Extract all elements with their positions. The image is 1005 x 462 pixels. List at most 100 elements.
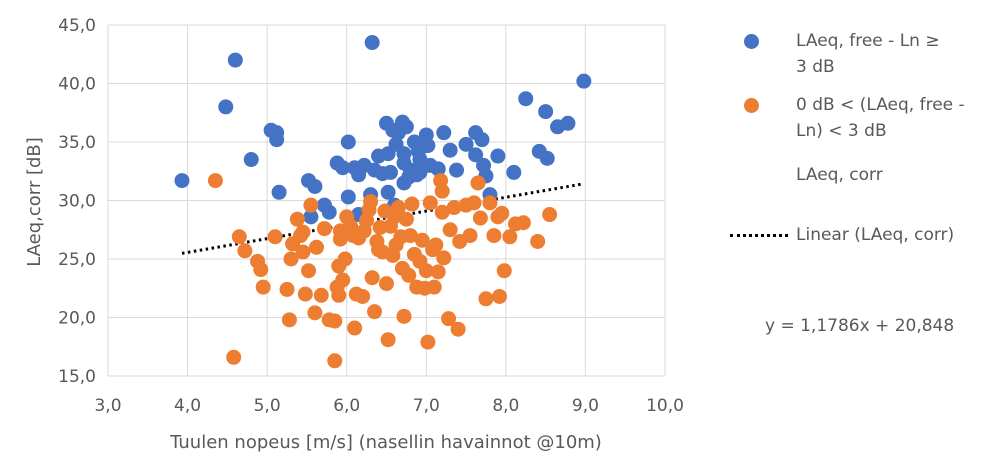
data-point-series-2 [426,279,442,295]
data-point-series-1 [174,173,190,189]
data-point-series-1 [560,115,576,131]
data-point-series-2 [393,229,409,245]
data-point-series-1 [458,136,474,152]
data-point-series-1 [396,175,412,191]
data-point-series-1 [398,119,414,135]
data-point-series-1 [269,125,285,141]
data-point-series-2 [502,229,518,245]
data-point-series-2 [478,291,494,307]
data-point-series-2 [441,311,457,327]
y-tick-label: 25,0 [58,250,96,270]
data-point-series-1 [442,142,458,158]
legend-item-trendline: Linear (LAeq, corr) [730,222,1000,248]
legend-label-series-1: LAeq, free - Ln ≥ 3 dB [796,31,940,77]
data-point-series-1 [490,148,506,164]
data-point-series-1 [436,125,452,141]
data-point-series-2 [316,221,332,237]
y-tick-label: 45,0 [58,16,96,36]
data-point-series-2 [308,239,324,255]
y-tick-label: 40,0 [58,75,96,95]
data-point-series-2 [347,320,363,336]
data-point-series-2 [404,196,420,212]
data-point-series-1 [340,134,356,150]
x-tick-label: 10,0 [646,396,684,416]
data-point-series-2 [331,287,347,303]
data-point-series-2 [327,313,343,329]
legend-item-series-1: LAeq, free - Ln ≥ 3 dB [730,28,1000,80]
data-point-series-2 [283,251,299,267]
trendline-equation: y = 1,1786x + 20,848 [765,316,955,336]
data-point-series-2 [428,237,444,253]
data-point-series-2 [253,262,269,278]
data-point-series-2 [542,207,558,223]
x-tick-labels: 3,0 4,0 5,0 6,0 7,0 8,0 9,0 10,0 [94,396,683,416]
data-point-series-1 [506,164,522,180]
data-point-series-1 [371,148,387,164]
data-point-series-2 [307,305,323,321]
data-point-series-1 [307,178,323,194]
data-point-series-1 [303,209,319,225]
data-point-series-2 [436,250,452,266]
data-point-series-2 [466,195,482,211]
data-point-series-1 [538,104,554,120]
data-point-series-2 [390,200,406,216]
data-point-series-1 [576,73,592,89]
data-point-series-1 [243,152,259,168]
data-point-series-2 [414,232,430,248]
data-point-series-2 [301,263,317,279]
y-tick-label: 30,0 [58,192,96,212]
data-point-series-1 [422,157,438,173]
y-axis-title: LAeq,corr [dB] [24,137,45,267]
legend: LAeq, free - Ln ≥ 3 dB 0 dB < (LAeq, fre… [730,28,1000,260]
data-point-series-2 [295,224,311,240]
data-point-series-2 [486,228,502,244]
data-point-series-2 [530,233,546,249]
y-tick-label: 20,0 [58,309,96,329]
legend-label-series-2: 0 dB < (LAeq, free - Ln) < 3 dB [796,95,965,141]
data-points [174,35,592,369]
data-point-series-2 [367,304,383,320]
data-point-series-2 [401,267,417,283]
data-point-series-1 [518,91,534,107]
data-point-series-2 [430,264,446,280]
data-point-series-1 [474,132,490,148]
legend-label-trendline: Linear (LAeq, corr) [796,225,955,245]
data-point-series-2 [418,263,434,279]
x-tick-label: 5,0 [254,396,281,416]
data-point-series-2 [226,349,242,365]
trendline [181,182,585,255]
data-point-series-1 [218,99,234,115]
data-point-series-2 [231,229,247,245]
data-point-series-2 [345,228,361,244]
data-point-series-1 [321,204,337,220]
data-point-series-2 [355,288,371,304]
x-tick-label: 6,0 [333,396,360,416]
data-point-series-2 [446,200,462,216]
data-point-series-2 [442,222,458,238]
data-point-series-2 [450,321,466,337]
data-point-series-1 [539,150,555,166]
data-point-series-2 [295,244,311,260]
data-point-series-2 [267,229,283,245]
y-tick-labels: 15,0 20,0 25,0 30,0 35,0 40,0 45,0 [58,16,96,387]
data-point-series-2 [396,308,412,324]
data-point-series-1 [227,52,243,68]
data-point-series-1 [335,160,351,176]
data-point-series-1 [382,164,398,180]
data-point-series-2 [303,197,319,213]
legend-item-laeq-corr: LAeq, corr [730,162,1000,188]
legend-marker-blue [744,34,759,49]
data-point-series-2 [515,215,531,231]
data-point-series-2 [255,279,271,295]
x-tick-label: 3,0 [94,396,121,416]
data-point-series-2 [472,210,488,226]
data-point-series-2 [281,312,297,328]
data-point-series-2 [398,211,414,227]
x-axis-title: Tuulen nopeus [m/s] (nasellin havainnot … [169,432,602,453]
data-point-series-2 [434,204,450,220]
data-point-series-2 [207,173,223,189]
y-tick-label: 35,0 [58,133,96,153]
data-point-series-2 [434,183,450,199]
data-point-series-1 [271,184,287,200]
